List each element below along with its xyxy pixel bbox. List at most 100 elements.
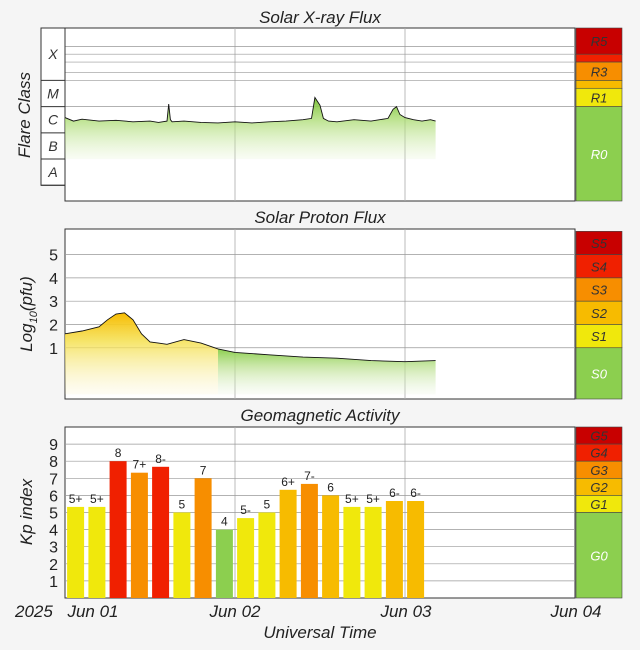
kp-bar-label: 5+: [345, 492, 359, 506]
kp-title: Geomagnetic Activity: [240, 406, 401, 425]
kp-bar: [130, 472, 148, 598]
kp-bars: 5+ 5+ 8 7+ 8- 5 7 4 5- 5 6+ 7- 6 5+ 5+ 6- 6-: [67, 446, 425, 598]
scale-label-g2: G2: [590, 480, 608, 495]
scale-label-r0: R0: [591, 147, 608, 162]
scale-label-g0: G0: [590, 548, 608, 563]
scale-label-g4: G4: [590, 446, 607, 461]
kp-bar-label: 5+: [366, 492, 380, 506]
kp-bar-label: 7: [200, 463, 207, 477]
scale-bar-r2: [575, 80, 623, 89]
kp-bar: [258, 512, 276, 598]
xray-series: [65, 96, 436, 160]
kp-bar: [194, 478, 212, 598]
geomagnetic-storm-scale: G5 G4 G3 G2 G1 G0: [575, 426, 623, 599]
scale-bar-r4: [575, 53, 623, 63]
flare-class-m: M: [47, 86, 59, 102]
proton-ytick: 1: [49, 341, 58, 358]
kp-bar-label: 7-: [304, 469, 315, 483]
kp-bar-label: 6-: [389, 486, 400, 500]
kp-bar-label: 6-: [410, 486, 421, 500]
flare-class-b: B: [48, 138, 57, 154]
scale-label-s4: S4: [591, 259, 607, 274]
kp-bar-label: 6: [327, 480, 334, 494]
kp-bar-label: 5+: [69, 492, 83, 506]
flare-class-x: X: [47, 46, 58, 62]
kp-bar: [300, 483, 318, 598]
scale-bar-r5: [575, 27, 623, 55]
proton-series: [65, 312, 436, 395]
kp-ytick: 7: [49, 471, 58, 488]
kp-bar-label: 5-: [240, 503, 251, 517]
radiation-storm-scale: S5 S4 S3 S2 S1 S0: [575, 231, 623, 400]
kp-bar-label: 5: [264, 498, 271, 512]
proton-flux-fill-elevated: [65, 312, 218, 395]
scale-bar-s0: [575, 347, 623, 400]
scale-bar-g0: [575, 512, 623, 599]
time-axis-year: 2025: [14, 602, 53, 621]
proton-ylabel: Log10(pfu): [17, 276, 40, 352]
time-tick-jun-02: Jun 02: [208, 602, 261, 621]
radio-blackout-scale: R5R4R3R2R1R0: [575, 27, 623, 202]
scale-label-s1: S1: [591, 329, 607, 344]
kp-bar: [173, 512, 191, 598]
kp-bar: [407, 501, 425, 598]
proton-ytick: 4: [49, 271, 58, 288]
kp-ytick: 2: [49, 557, 58, 574]
kp-bar-label: 8: [115, 446, 122, 460]
kp-bar: [385, 501, 403, 598]
kp-bar-label: 6+: [281, 475, 295, 489]
kp-bar-label: 5+: [90, 492, 104, 506]
kp-bar: [109, 461, 127, 598]
kp-ytick: 3: [49, 540, 58, 557]
kp-ytick: 8: [49, 454, 58, 471]
xray-flux-fill: [65, 97, 436, 160]
kp-ytick: 4: [49, 523, 58, 540]
kp-bar-label: 8-: [155, 452, 166, 466]
kp-panel: Geomagnetic Activity Kp index 123456789 …: [17, 406, 623, 599]
kp-bar-label: 7+: [133, 458, 147, 472]
kp-bar: [215, 529, 233, 598]
kp-bar: [322, 495, 340, 598]
proton-title: Solar Proton Flux: [254, 208, 386, 227]
time-tick-jun-03: Jun 03: [379, 602, 432, 621]
time-tick-jun-01: Jun 01: [66, 602, 118, 621]
time-axis: 2025 Universal Time Jun 01 Jun 02 Jun 03 Ju…: [14, 602, 602, 642]
scale-label-g5: G5: [590, 429, 608, 444]
scale-label-g3: G3: [590, 463, 608, 478]
scale-label-r1: R1: [591, 90, 608, 105]
scale-label-s0: S0: [591, 366, 608, 381]
time-axis-label: Universal Time: [263, 623, 376, 642]
scale-bar-r0: [575, 106, 623, 202]
scale-label-r5: R5: [591, 34, 608, 49]
kp-ytick: 6: [49, 488, 58, 505]
kp-bar: [343, 506, 361, 598]
proton-flux-line: [65, 312, 436, 363]
scale-label-r3: R3: [591, 64, 608, 79]
proton-ytick: 5: [49, 248, 58, 265]
scale-label-s2: S2: [591, 306, 608, 321]
xray-gridlines: [65, 28, 575, 201]
kp-ytick: 5: [49, 506, 58, 523]
time-tick-jun-04: Jun 04: [549, 602, 601, 621]
kp-bar-label: 5: [179, 498, 186, 512]
proton-flux-fill-quiet: [218, 348, 436, 395]
scale-label-s3: S3: [591, 283, 608, 298]
scale-label-g1: G1: [590, 497, 607, 512]
kp-ylabel: Kp index: [17, 478, 36, 545]
kp-bar: [88, 506, 106, 598]
proton-ytick: 3: [49, 294, 58, 311]
scale-label-s5: S5: [591, 236, 608, 251]
kp-ytick: 9: [49, 437, 58, 454]
xray-flux-line: [65, 96, 436, 124]
flare-class-c: C: [48, 112, 59, 128]
kp-ytick: 1: [49, 574, 58, 591]
xray-title: Solar X-ray Flux: [259, 8, 381, 27]
proton-ytick: 2: [49, 317, 58, 334]
kp-bar: [237, 518, 255, 598]
kp-bar: [279, 489, 297, 598]
